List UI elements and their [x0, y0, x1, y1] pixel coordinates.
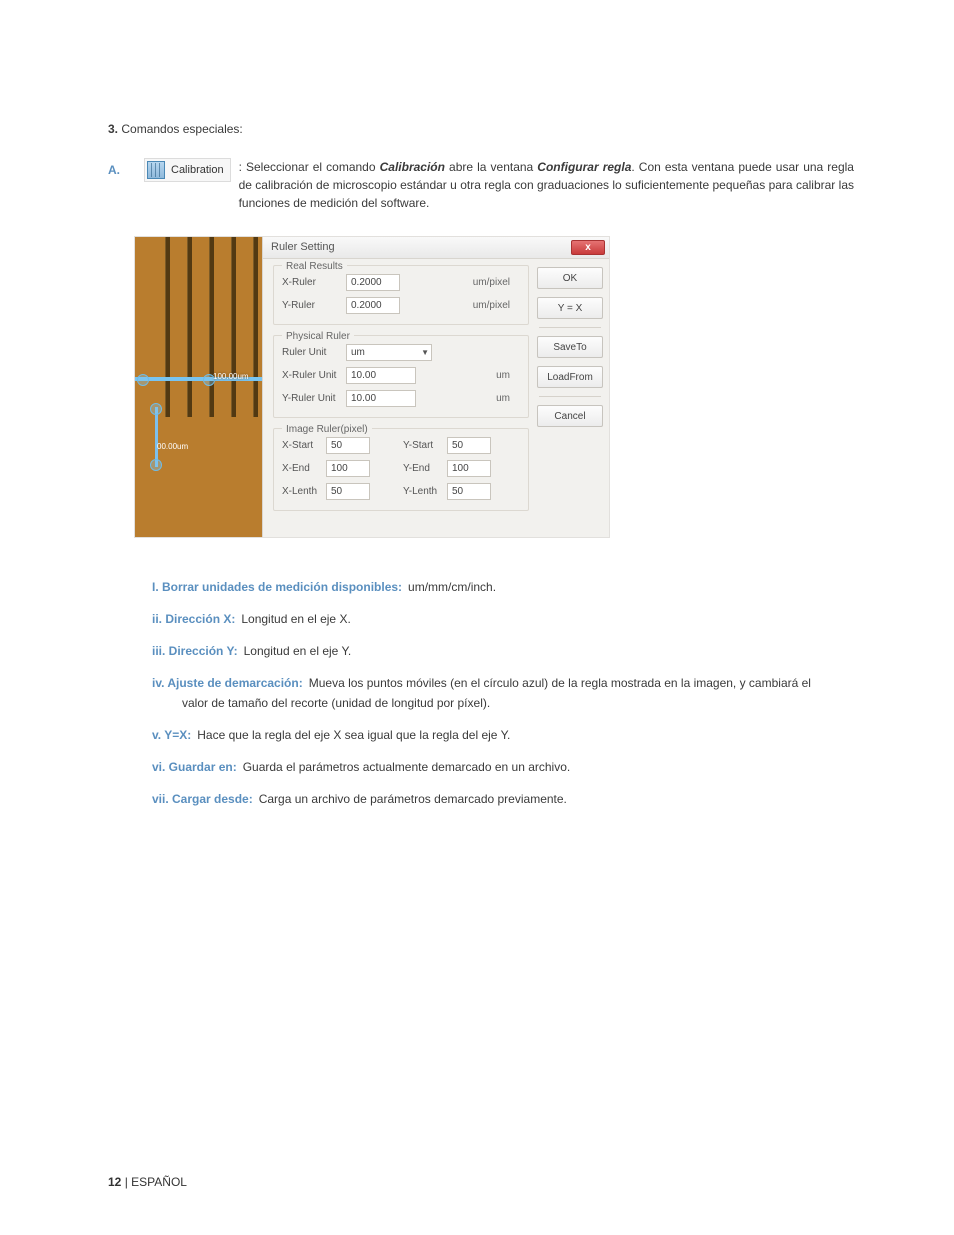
y-ruler-line[interactable] [155, 407, 158, 467]
x-ruler-unit-label: X-Ruler Unit [282, 368, 340, 383]
x-ruler-unit-suffix: um [496, 368, 510, 383]
page-number: 12 [108, 1175, 121, 1189]
ok-button[interactable]: OK [537, 267, 603, 289]
bullet-iv-text-cont: valor de tamaño del recorte (unidad de l… [152, 694, 854, 712]
y-ruler-handle-end[interactable] [150, 459, 162, 471]
saveto-button-label: SaveTo [553, 340, 586, 355]
item-a-letter: A. [108, 158, 144, 179]
calibration-preview: 100.00um 00.00um [135, 237, 263, 537]
ylenth-label: Y-Lenth [403, 484, 443, 499]
xruler-input[interactable]: 0.2000 [346, 274, 400, 291]
xruler-unit: um/pixel [473, 275, 510, 290]
xstart-label: X-Start [282, 438, 322, 453]
calibration-command-button[interactable]: Calibration [144, 158, 231, 182]
button-separator-2 [539, 396, 601, 397]
ruler-icon [147, 161, 165, 179]
y-ruler-unit-label: Y-Ruler Unit [282, 391, 340, 406]
xlenth-input[interactable]: 50 [326, 483, 370, 500]
close-icon: x [585, 240, 591, 255]
y-equals-x-button[interactable]: Y = X [537, 297, 603, 319]
image-ruler-title: Image Ruler(pixel) [282, 422, 372, 437]
xend-label: X-End [282, 461, 322, 476]
bullet-vi-text: Guarda el parámetros actualmente demarca… [243, 758, 854, 776]
bullet-vi: vi. Guardar en: Guarda el parámetros act… [152, 758, 854, 776]
cancel-button-label: Cancel [554, 409, 585, 424]
ruler-setting-dialog: Ruler Setting x Real Results X-Ruler 0.2… [263, 237, 609, 537]
bullet-ii-key: ii. Dirección X: [152, 610, 241, 628]
dialog-title: Ruler Setting [271, 239, 335, 256]
bullet-vii-text: Carga un archivo de parámetros demarcado… [259, 790, 854, 808]
page-footer: 12 | ESPAÑOL [108, 1173, 187, 1191]
yruler-unit: um/pixel [473, 298, 510, 313]
real-results-group: Real Results X-Ruler 0.2000 um/pixel Y-R… [273, 265, 529, 325]
image-ruler-group: Image Ruler(pixel) X-Start 50 Y-Start 50 [273, 428, 529, 511]
real-results-title: Real Results [282, 259, 347, 274]
dialog-titlebar: Ruler Setting x [263, 237, 609, 259]
bullet-vii: vii. Cargar desde: Carga un archivo de p… [152, 790, 854, 808]
calibration-button-label: Calibration [171, 162, 224, 179]
footer-sep: | [121, 1175, 131, 1189]
ruler-unit-label: Ruler Unit [282, 345, 340, 360]
bullet-v-key: v. Y=X: [152, 726, 197, 744]
item-a-description: : Seleccionar el comando Calibración abr… [239, 158, 854, 212]
close-button[interactable]: x [571, 240, 605, 255]
y-ruler-unit-input[interactable]: 10.00 [346, 390, 416, 407]
xlenth-label: X-Lenth [282, 484, 322, 499]
bullet-i: I. Borrar unidades de medición disponibl… [152, 578, 854, 596]
x-ruler-unit-input[interactable]: 10.00 [346, 367, 416, 384]
yx-button-label: Y = X [558, 301, 583, 316]
item-a-bold2: Configurar regla [537, 160, 631, 174]
bullet-ii: ii. Dirección X: Longitud en el eje X. [152, 610, 854, 628]
physical-ruler-title: Physical Ruler [282, 329, 354, 344]
ylenth-input[interactable]: 50 [447, 483, 491, 500]
item-a-row: A. Calibration : Seleccionar el comando … [108, 158, 854, 212]
bullet-iii-key: iii. Dirección Y: [152, 642, 244, 660]
y-ruler-handle-start[interactable] [150, 403, 162, 415]
y-ruler-unit-suffix: um [496, 391, 510, 406]
yruler-label: Y-Ruler [282, 298, 340, 313]
definition-list: I. Borrar unidades de medición disponibl… [152, 578, 854, 808]
bullet-vi-key: vi. Guardar en: [152, 758, 243, 776]
bullet-i-key: I. Borrar unidades de medición disponibl… [152, 578, 408, 596]
section-3-label: Comandos especiales: [121, 122, 242, 136]
button-separator-1 [539, 327, 601, 328]
loadfrom-button-label: LoadFrom [547, 370, 593, 385]
yend-label: Y-End [403, 461, 443, 476]
section-3-heading: 3. Comandos especiales: [108, 120, 854, 138]
xend-input[interactable]: 100 [326, 460, 370, 477]
ruler-unit-value: um [351, 345, 365, 360]
ystart-label: Y-Start [403, 438, 443, 453]
ystart-input[interactable]: 50 [447, 437, 491, 454]
loadfrom-button[interactable]: LoadFrom [537, 366, 603, 388]
bullet-vii-key: vii. Cargar desde: [152, 790, 259, 808]
bullet-v-text: Hace que la regla del eje X sea igual qu… [197, 726, 854, 744]
physical-ruler-group: Physical Ruler Ruler Unit um ▼ X-Ruler U… [273, 335, 529, 418]
bullet-iv-key: iv. Ajuste de demarcación: [152, 674, 309, 692]
bullet-iii: iii. Dirección Y: Longitud en el eje Y. [152, 642, 854, 660]
cancel-button[interactable]: Cancel [537, 405, 603, 427]
ruler-unit-select[interactable]: um ▼ [346, 344, 432, 361]
bullet-i-text: um/mm/cm/inch. [408, 578, 854, 596]
item-a-bold1: Calibración [380, 160, 445, 174]
saveto-button[interactable]: SaveTo [537, 336, 603, 358]
yend-input[interactable]: 100 [447, 460, 491, 477]
x-ruler-value-label: 100.00um [213, 371, 249, 383]
bullet-iii-text: Longitud en el eje Y. [244, 642, 854, 660]
chevron-down-icon: ▼ [421, 347, 429, 359]
section-3-number: 3. [108, 122, 118, 136]
xstart-input[interactable]: 50 [326, 437, 370, 454]
bullet-iv: iv. Ajuste de demarcación: Mueva los pun… [152, 674, 854, 712]
item-a-mid: abre la ventana [445, 160, 537, 174]
x-ruler-handle-start[interactable] [137, 374, 149, 386]
ok-button-label: OK [563, 271, 577, 286]
yruler-input[interactable]: 0.2000 [346, 297, 400, 314]
item-a-lead: : Seleccionar el comando [239, 160, 380, 174]
footer-lang: ESPAÑOL [131, 1175, 187, 1189]
ruler-setting-figure: 100.00um 00.00um Ruler Setting x Real Re… [134, 236, 854, 538]
y-ruler-value-label: 00.00um [157, 441, 188, 453]
bullet-iv-text: Mueva los puntos móviles (en el círculo … [309, 674, 854, 692]
xruler-label: X-Ruler [282, 275, 340, 290]
bullet-ii-text: Longitud en el eje X. [241, 610, 854, 628]
bullet-v: v. Y=X: Hace que la regla del eje X sea … [152, 726, 854, 744]
